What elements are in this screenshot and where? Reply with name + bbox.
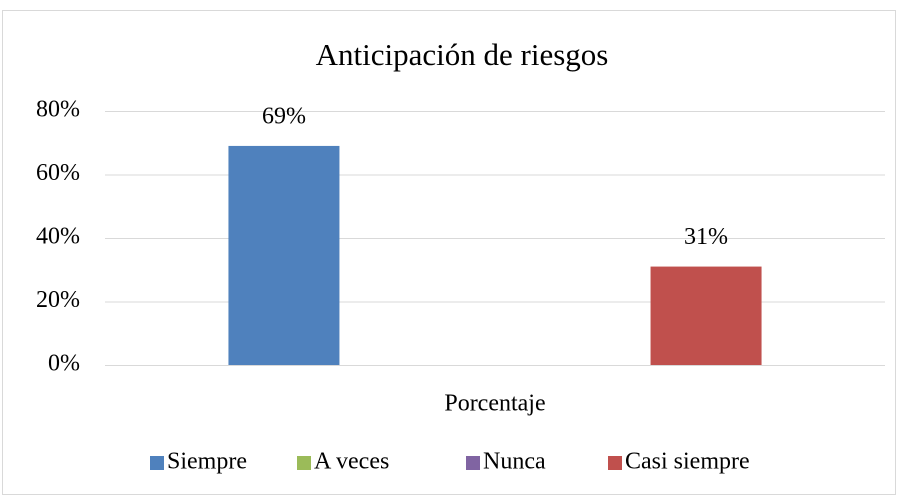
y-tick-label: 0% (48, 351, 80, 377)
bar (228, 145, 340, 365)
legend-swatch (297, 456, 311, 470)
y-tick-label: 40% (36, 224, 80, 250)
y-tick-label: 80% (36, 97, 80, 123)
y-tick-label: 60% (36, 160, 80, 186)
legend-label: Casi siempre (625, 449, 750, 475)
chart-title: Anticipación de riesgos (316, 37, 609, 72)
legend-label: A veces (314, 449, 389, 475)
legend-swatch (150, 456, 164, 470)
legend-label: Nunca (483, 449, 546, 475)
legend-swatch (466, 456, 480, 470)
x-axis-label: Porcentaje (444, 391, 545, 417)
y-tick-label: 20% (36, 287, 80, 313)
bar (650, 266, 762, 365)
data-label: 69% (262, 103, 306, 129)
legend-label: Siempre (167, 449, 247, 475)
data-label: 31% (684, 224, 728, 250)
legend-swatch (608, 456, 622, 470)
chart-border (2, 10, 896, 495)
